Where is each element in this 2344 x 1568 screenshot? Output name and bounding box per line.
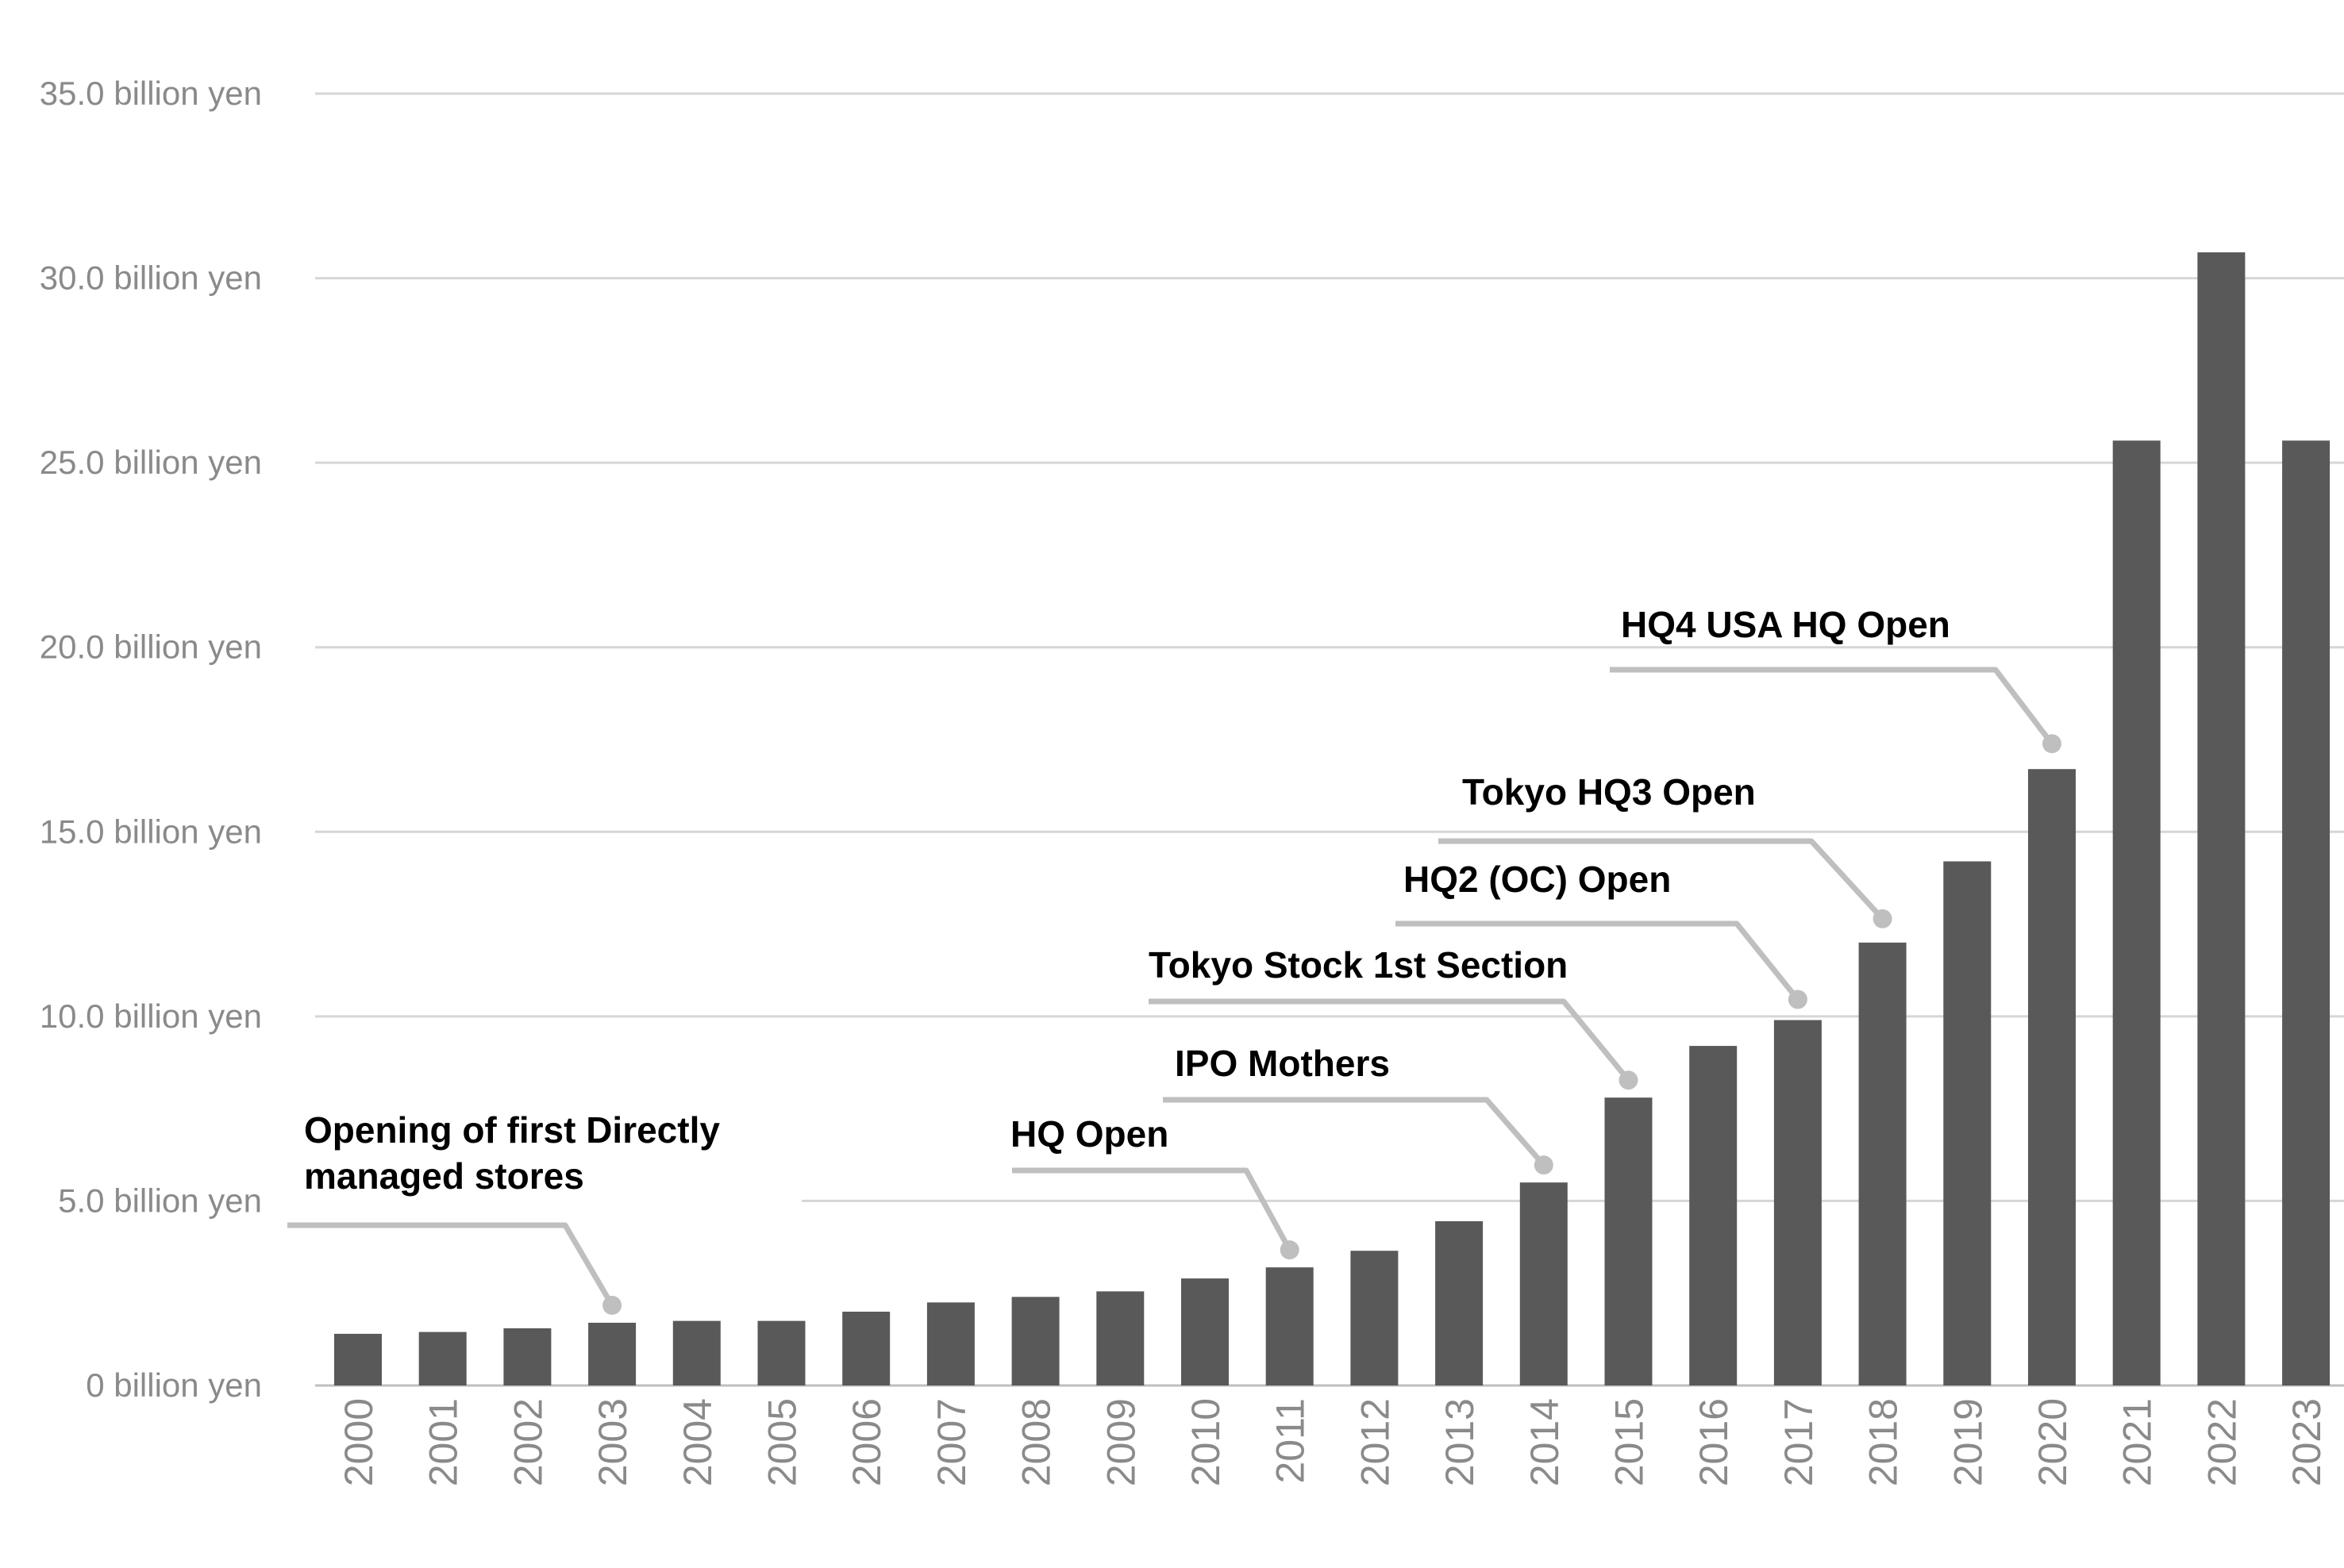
annotation-2020: HQ4 USA HQ Open bbox=[1610, 604, 2061, 754]
x-tick-label: 2023 bbox=[2284, 1398, 2329, 1486]
annotation-marker-dot bbox=[2042, 734, 2061, 754]
annotation-leader-line bbox=[287, 1222, 615, 1307]
bar-2023 bbox=[2282, 440, 2331, 1385]
annotation-background bbox=[294, 1107, 802, 1214]
bars bbox=[334, 252, 2331, 1385]
x-axis-tick-labels: 2000 2001 2002 2003 2004 2005 2006 2007 2008 2009… bbox=[337, 1398, 2329, 1486]
annotation-marker-dot bbox=[1280, 1240, 1299, 1260]
bar-2001 bbox=[418, 1332, 467, 1385]
x-tick-label: 2005 bbox=[760, 1398, 805, 1486]
annotation-leader-line bbox=[1438, 838, 1885, 921]
bar-2000 bbox=[334, 1333, 382, 1385]
annotation-label: Tokyo Stock 1st Section bbox=[1149, 944, 1568, 986]
x-tick-label: 2022 bbox=[2200, 1398, 2244, 1486]
x-tick-label: 2000 bbox=[337, 1398, 381, 1486]
x-tick-label: 2019 bbox=[1946, 1398, 1990, 1486]
x-tick-label: 2008 bbox=[1014, 1398, 1059, 1486]
bar-2002 bbox=[503, 1328, 552, 1385]
annotation-leader-line bbox=[1012, 1167, 1292, 1251]
bar-2012 bbox=[1350, 1251, 1399, 1385]
x-tick-label: 2014 bbox=[1522, 1398, 1567, 1486]
bar-2018 bbox=[1858, 942, 1907, 1385]
y-tick-label: 5.0 billion yen bbox=[58, 1182, 262, 1219]
bar-2010 bbox=[1181, 1278, 1229, 1385]
annotation-2015: Tokyo Stock 1st Section bbox=[1149, 944, 1638, 1090]
bar-2020 bbox=[2028, 769, 2076, 1385]
bar-2004 bbox=[672, 1320, 721, 1385]
x-tick-label: 2020 bbox=[2030, 1398, 2075, 1486]
x-tick-label: 2002 bbox=[506, 1398, 550, 1486]
annotation-marker-dot bbox=[1534, 1155, 1553, 1175]
annotation-2014: IPO Mothers bbox=[1163, 1043, 1553, 1175]
y-tick-label: 10.0 billion yen bbox=[40, 997, 262, 1035]
x-tick-label: 2009 bbox=[1099, 1398, 1143, 1486]
annotation-leader-line bbox=[1610, 667, 2054, 746]
bar-2019 bbox=[1943, 861, 1992, 1385]
annotation-marker-dot bbox=[1873, 909, 1892, 928]
x-tick-label: 2003 bbox=[591, 1398, 635, 1486]
bar-2003 bbox=[588, 1322, 637, 1385]
annotation-label: HQ4 USA HQ Open bbox=[1621, 604, 1950, 645]
x-tick-label: 2012 bbox=[1353, 1398, 1397, 1486]
x-tick-label: 2021 bbox=[2115, 1398, 2160, 1486]
annotation-2018: Tokyo HQ3 Open bbox=[1438, 771, 1892, 928]
annotation-leader-line bbox=[1163, 1097, 1546, 1167]
annotation-label: Opening of first Directly bbox=[304, 1109, 720, 1151]
y-tick-label: 35.0 billion yen bbox=[40, 75, 262, 112]
x-tick-label: 2018 bbox=[1861, 1398, 1906, 1486]
x-tick-label: 2004 bbox=[675, 1398, 720, 1486]
x-tick-label: 2007 bbox=[930, 1398, 974, 1486]
bar-2005 bbox=[757, 1320, 806, 1385]
y-tick-label: 15.0 billion yen bbox=[40, 813, 262, 850]
x-tick-label: 2011 bbox=[1268, 1398, 1313, 1484]
bar-2021 bbox=[2112, 440, 2161, 1385]
annotation-marker-dot bbox=[602, 1295, 622, 1315]
bar-2013 bbox=[1435, 1221, 1484, 1385]
bar-2014 bbox=[1519, 1182, 1568, 1385]
annotation-2017: HQ2 (OC) Open bbox=[1395, 859, 1807, 1009]
y-axis-tick-labels: 0 billion yen 5.0 billion yen 10.0 billion… bbox=[40, 75, 262, 1404]
y-tick-label: 25.0 billion yen bbox=[40, 444, 262, 481]
annotation-label: IPO Mothers bbox=[1175, 1043, 1390, 1084]
y-tick-label: 0 billion yen bbox=[86, 1366, 262, 1404]
bar-2011 bbox=[1265, 1267, 1314, 1385]
bar-2022 bbox=[2197, 252, 2246, 1385]
annotation-label: HQ2 (OC) Open bbox=[1403, 859, 1671, 900]
y-tick-label: 20.0 billion yen bbox=[40, 628, 262, 666]
x-tick-label: 2006 bbox=[845, 1398, 889, 1486]
x-tick-label: 2017 bbox=[1776, 1398, 1821, 1486]
annotation-marker-dot bbox=[1788, 990, 1807, 1009]
bar-2006 bbox=[842, 1311, 891, 1385]
y-tick-label: 30.0 billion yen bbox=[40, 259, 262, 297]
annotation-marker-dot bbox=[1618, 1070, 1638, 1090]
x-tick-label: 2010 bbox=[1184, 1398, 1228, 1486]
bar-2007 bbox=[926, 1302, 975, 1385]
annotation-leader-line bbox=[1149, 998, 1631, 1082]
bar-2017 bbox=[1773, 1020, 1822, 1385]
annotation-leader-line bbox=[1395, 920, 1800, 1001]
x-tick-label: 2015 bbox=[1607, 1398, 1652, 1486]
bar-2016 bbox=[1689, 1046, 1738, 1385]
bar-2009 bbox=[1096, 1291, 1145, 1385]
bar-2015 bbox=[1604, 1097, 1653, 1385]
x-tick-label: 2016 bbox=[1692, 1398, 1736, 1486]
x-tick-label: 2013 bbox=[1438, 1398, 1482, 1486]
annotation-label: managed stores bbox=[304, 1155, 584, 1197]
x-tick-label: 2001 bbox=[421, 1398, 466, 1486]
annotation-label: HQ Open bbox=[1010, 1113, 1168, 1155]
annotation-2011: HQ Open bbox=[1010, 1113, 1299, 1260]
annotation-label: Tokyo HQ3 Open bbox=[1462, 771, 1756, 813]
bar-2008 bbox=[1011, 1297, 1060, 1385]
